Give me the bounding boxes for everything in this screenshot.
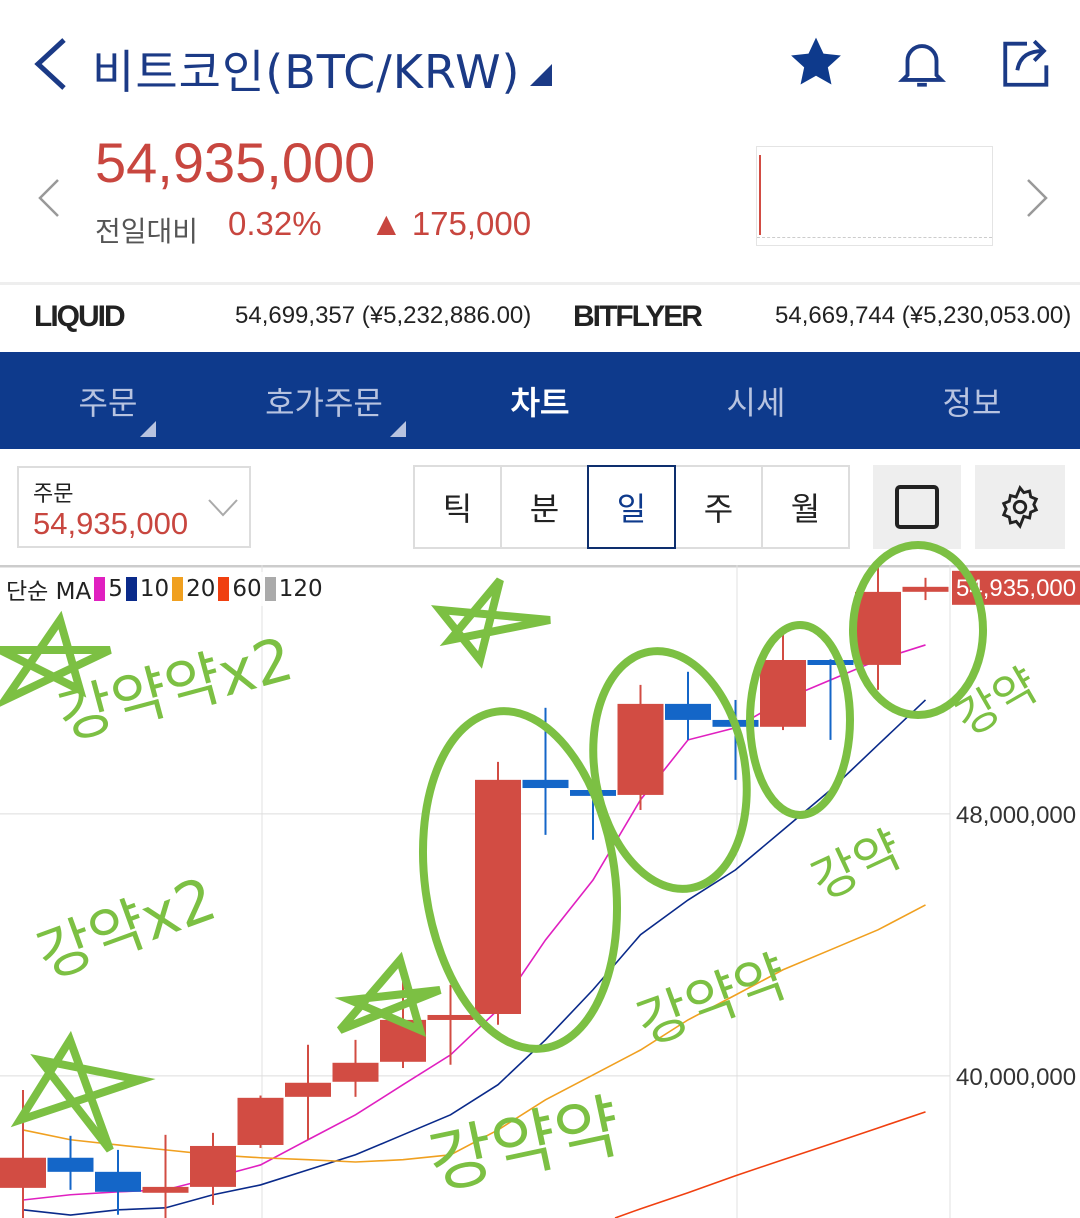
y-tick-label: 48,000,000 [956, 802, 1076, 829]
square-icon [895, 485, 939, 529]
candle-up [332, 1062, 379, 1082]
candle-up [190, 1145, 236, 1187]
order-price-select[interactable]: 주문 54,935,000 [17, 466, 251, 548]
tab-label: 주문 [78, 383, 138, 422]
legend-swatch [264, 577, 276, 601]
candle-up [617, 703, 664, 795]
tab-order[interactable]: 주문 [0, 352, 216, 449]
exchange-name: BITFLYER [573, 300, 703, 333]
legend-label: 60 [232, 576, 262, 602]
star-icon[interactable] [786, 34, 846, 92]
divider [0, 282, 1080, 285]
next-arrow-icon[interactable] [1024, 178, 1050, 218]
y-tick-label: 40,000,000 [956, 1064, 1076, 1091]
tab-orderbook-order[interactable]: 호가주문 [216, 352, 432, 449]
ma-line-10 [22, 699, 927, 1216]
change-amount: ▲ 175,000 [370, 205, 532, 242]
change-percent: 0.32% [228, 205, 322, 242]
candle-up [855, 591, 901, 665]
candle-down [570, 790, 616, 796]
bell-icon[interactable] [893, 34, 951, 92]
legend-label: 5 [108, 576, 123, 602]
legend-swatch [94, 577, 106, 601]
period-selector: 틱 분 일 주 월 [413, 465, 850, 549]
ma-legend: 단순 MA 5 10 20 60 120 [6, 572, 323, 606]
legend-label: 120 [278, 576, 323, 602]
candle-down [712, 719, 759, 727]
order-select-label: 주문 [33, 482, 74, 507]
candle-down [807, 660, 854, 665]
candle-up [142, 1186, 189, 1193]
candle-down [522, 779, 569, 789]
candle-down [665, 703, 711, 720]
tab-chart[interactable]: 차트 [432, 352, 648, 449]
ma-line-20 [22, 904, 926, 1163]
gear-icon [1001, 485, 1039, 530]
tab-label: 시세 [726, 383, 786, 422]
dropdown-triangle-icon[interactable] [530, 64, 552, 86]
period-day[interactable]: 일 [587, 465, 676, 549]
main-tabs: 주문 호가주문 차트 시세 정보 [0, 352, 1080, 449]
candle-up [237, 1097, 284, 1145]
candle-up [427, 1014, 474, 1020]
candle-up [760, 660, 806, 727]
candle-down [47, 1157, 94, 1172]
period-month[interactable]: 월 [761, 465, 850, 549]
tab-market[interactable]: 시세 [648, 352, 864, 449]
exchange-value: 54,669,744 (¥5,230,053.00) [775, 302, 1072, 329]
settings-button[interactable] [975, 465, 1065, 549]
last-price-label: 54,935,000 [956, 575, 1076, 602]
tab-label: 정보 [942, 383, 1002, 422]
legend-swatch [125, 577, 137, 601]
back-chevron-icon[interactable] [30, 36, 70, 92]
share-icon[interactable] [998, 34, 1056, 92]
period-minute[interactable]: 분 [500, 465, 589, 549]
order-select-value: 54,935,000 [33, 506, 189, 541]
legend-swatch [172, 577, 184, 601]
period-tick[interactable]: 틱 [413, 465, 502, 549]
candle-up [475, 779, 521, 1014]
current-price: 54,935,000 [95, 131, 376, 194]
exchange-name: LIQUID [34, 300, 126, 333]
period-week[interactable]: 주 [674, 465, 763, 549]
candle-up [0, 1157, 46, 1188]
prev-arrow-icon[interactable] [36, 178, 62, 218]
mini-chart [756, 146, 993, 246]
ma-line-60 [614, 1111, 926, 1218]
change-label: 전일대비 [95, 216, 199, 247]
page-title[interactable]: 비트코인(BTC/KRW) [92, 45, 521, 99]
candle-up [285, 1082, 331, 1097]
candle-up [380, 1019, 426, 1062]
candle-down [95, 1171, 141, 1192]
tab-label: 차트 [510, 383, 570, 422]
tab-info[interactable]: 정보 [864, 352, 1080, 449]
fullscreen-button[interactable] [873, 465, 961, 549]
menu-triangle-icon [140, 421, 156, 437]
legend-label: 10 [139, 576, 170, 602]
chevron-down-icon [208, 499, 238, 517]
tab-label: 호가주문 [265, 383, 383, 422]
legend-label: 20 [186, 576, 216, 602]
exchange-value: 54,699,357 (¥5,232,886.00) [235, 302, 532, 329]
legend-prefix: 단순 MA [6, 579, 92, 605]
menu-triangle-icon [390, 421, 406, 437]
candle-up [902, 586, 949, 592]
legend-swatch [218, 577, 230, 601]
